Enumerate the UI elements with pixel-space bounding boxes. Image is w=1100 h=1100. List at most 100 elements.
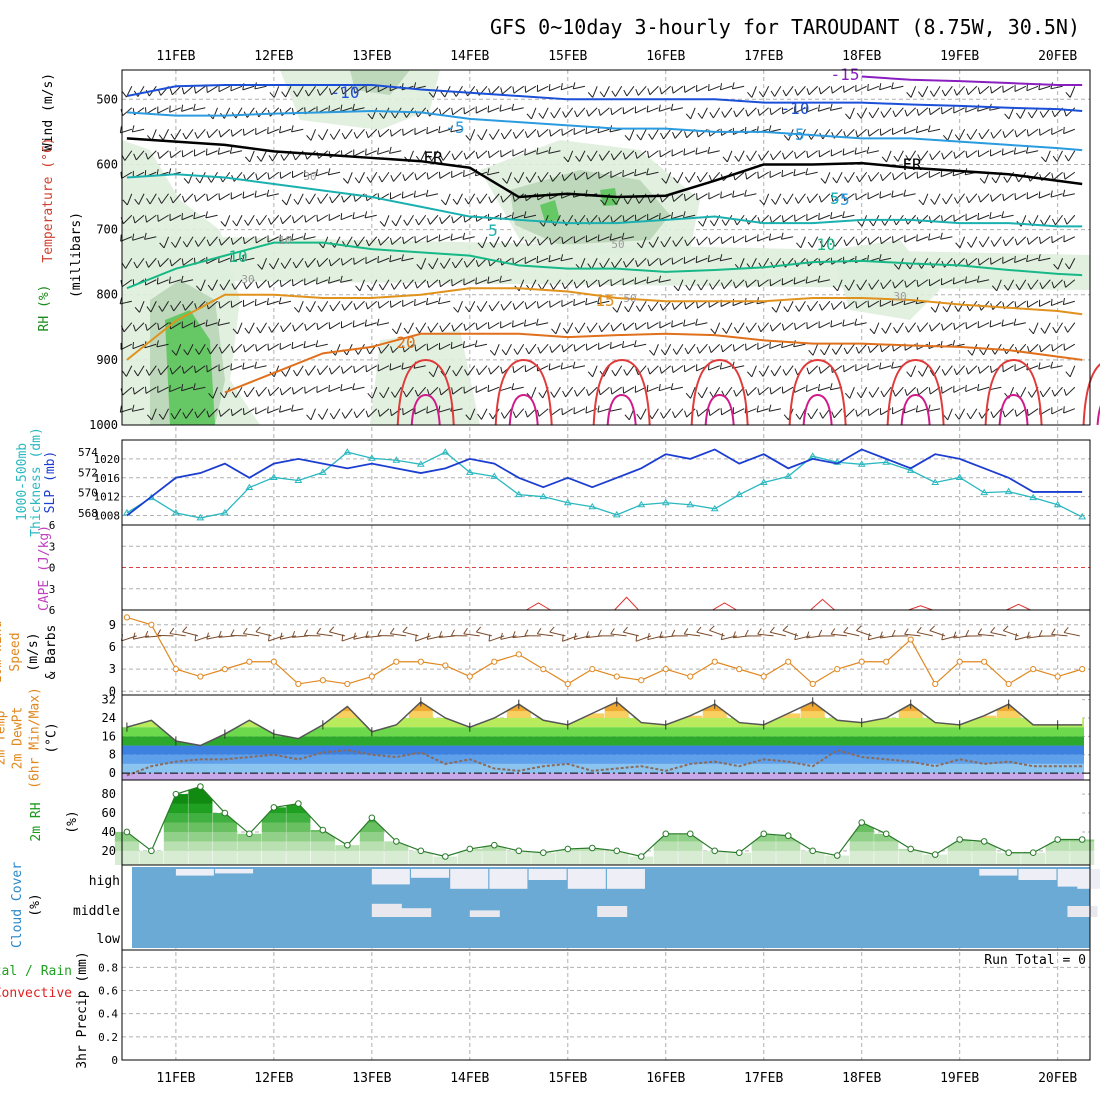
wind-barb — [303, 170, 316, 178]
wind-barb-shaft — [419, 322, 427, 334]
wind-barb-flag — [820, 177, 826, 184]
wind-barb-shaft — [146, 214, 157, 223]
wind-barb-shaft — [989, 386, 1002, 391]
wind-barb — [830, 212, 843, 220]
wind-barb-shaft — [820, 193, 831, 203]
wind-barb-shaft — [721, 236, 733, 245]
wind-barb-shaft — [954, 214, 965, 222]
wind-barb — [451, 322, 463, 332]
wind-barb-shaft — [538, 300, 549, 309]
wind-barb-flag — [634, 106, 636, 114]
wind10-barb — [1038, 629, 1056, 637]
wind10-barb-flag — [291, 630, 296, 638]
wind-barb — [549, 343, 561, 354]
wind-barb-flag — [977, 366, 981, 374]
wind10-marker — [344, 680, 351, 688]
wind-barb-flag — [511, 103, 515, 111]
wind-barb-flag — [279, 234, 281, 242]
wind-barb-shaft — [663, 236, 672, 248]
wind10-barb-flag — [830, 628, 836, 635]
wind-barb — [906, 365, 917, 378]
wind-barb-flag — [440, 91, 446, 98]
wind-barb — [317, 300, 329, 312]
wind-barb-flag — [181, 321, 183, 329]
wind-barb — [477, 129, 488, 141]
wind-barb-flag — [329, 196, 333, 204]
wind-barb-flag — [966, 412, 971, 420]
wind-barb-flag — [622, 152, 626, 160]
wind-barb-shaft — [872, 107, 880, 119]
wind10-marker — [932, 680, 939, 688]
wind-barb-shaft — [798, 300, 806, 312]
wind-barb-shaft — [891, 85, 904, 90]
wind-barb-shaft — [971, 344, 978, 356]
wind-barb-shaft — [416, 171, 427, 181]
wind-barb — [132, 386, 145, 395]
wind-barb-flag — [255, 389, 260, 397]
wind-barb-flag — [1026, 300, 1029, 308]
wind-barb-shaft — [353, 257, 365, 265]
wind-barb-shaft — [952, 171, 965, 177]
wind-barb-flag — [695, 255, 698, 263]
wind-barb-shaft — [524, 257, 537, 264]
wind-barb-shaft — [672, 85, 684, 94]
wind-barb-flag — [793, 169, 796, 176]
wind-barb — [879, 83, 892, 91]
wind-barb — [721, 214, 733, 226]
wind-barb-shaft — [499, 279, 512, 283]
wind-barb-flag — [1051, 110, 1056, 118]
wind-barb-flag — [500, 303, 505, 311]
wind-barb-shaft — [738, 150, 745, 162]
wind-barb — [304, 278, 316, 286]
wind-barb-flag — [622, 386, 625, 394]
wind-barb — [524, 300, 537, 310]
wind-barb — [255, 343, 267, 352]
wind-barb — [879, 191, 892, 199]
wind-barb-flag — [918, 199, 924, 206]
wind-barb-shaft — [554, 215, 561, 227]
wind-barb — [474, 340, 488, 348]
wind-barb — [1063, 279, 1076, 288]
wind-barb-shaft — [712, 107, 721, 119]
wind-barb-flag — [267, 406, 269, 414]
wind-barb-flag — [781, 107, 784, 114]
wind-barb-flag — [415, 327, 420, 334]
wind-barb-flag — [659, 321, 661, 329]
wind-barb-shaft — [242, 193, 255, 199]
wind-barb — [758, 150, 770, 161]
wind-barb-shaft — [504, 236, 512, 248]
wind-barb-flag — [1013, 318, 1017, 326]
wind-barb-shaft — [953, 279, 965, 285]
wind-barb — [181, 104, 194, 112]
date-label-top: 15FEB — [548, 49, 587, 64]
wind-barb — [1051, 214, 1063, 226]
wind-barb — [955, 236, 966, 249]
wind-barb-shaft — [233, 343, 243, 354]
thickness-marker — [1078, 512, 1087, 520]
wind-barb-flag — [205, 319, 208, 327]
wind-barb-shaft — [993, 408, 1002, 419]
wind10-barb-shaft — [243, 633, 260, 637]
wind-barb — [673, 172, 684, 184]
slp-tick: 1012 — [94, 491, 121, 504]
wind-barb-flag — [867, 237, 871, 245]
wind-barb-flag — [426, 389, 430, 396]
wind-barb-shaft — [464, 107, 475, 115]
wind-barb-shaft — [932, 257, 941, 269]
wind-barb — [170, 300, 182, 312]
wind-barb-flag — [867, 363, 869, 371]
wind-barb-flag — [867, 346, 871, 353]
wind-barb-flag — [181, 258, 184, 266]
wind10-marker — [981, 658, 988, 665]
wind-barb — [892, 107, 904, 118]
wind-barb — [291, 279, 304, 287]
wind-barb — [671, 300, 684, 311]
wind10-barb-flag — [475, 626, 482, 633]
wind-barb-flag — [487, 168, 490, 175]
wind-barb-flag — [684, 410, 688, 418]
wind-barb-flag — [1062, 297, 1065, 305]
wind10-barb-flag — [843, 626, 849, 633]
rh-marker — [564, 845, 572, 853]
wind-barb-shaft — [331, 193, 341, 204]
rh-fill — [555, 848, 580, 865]
